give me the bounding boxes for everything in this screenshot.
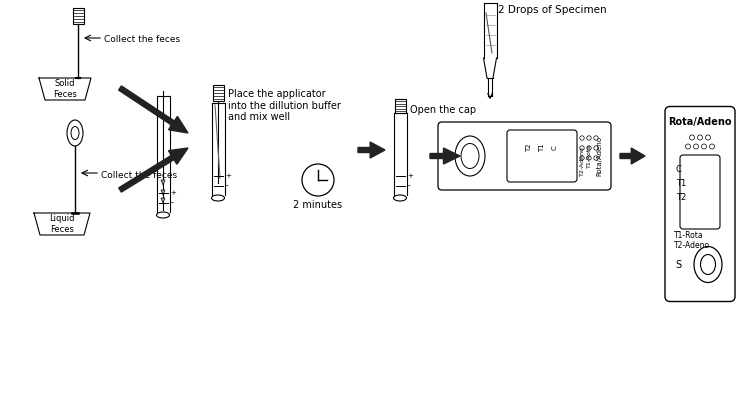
Text: -: -	[226, 182, 228, 191]
Text: Rota/Adeno: Rota/Adeno	[596, 136, 602, 176]
Polygon shape	[358, 142, 385, 158]
Text: T2-Adeno: T2-Adeno	[674, 242, 710, 251]
Polygon shape	[39, 78, 91, 100]
Polygon shape	[394, 113, 406, 195]
Text: T2-Adeno: T2-Adeno	[580, 146, 584, 176]
Text: +: +	[226, 173, 231, 179]
Circle shape	[689, 135, 694, 140]
Text: Place the applicator
into the dillution buffer
and mix well: Place the applicator into the dillution …	[228, 89, 340, 122]
Circle shape	[302, 164, 334, 196]
Circle shape	[580, 146, 584, 150]
Text: C: C	[552, 146, 558, 151]
Circle shape	[594, 136, 598, 140]
Polygon shape	[161, 190, 165, 195]
Text: 2 minutes: 2 minutes	[293, 200, 343, 210]
FancyBboxPatch shape	[665, 106, 735, 302]
Polygon shape	[157, 96, 170, 212]
Circle shape	[698, 135, 703, 140]
Circle shape	[694, 144, 698, 149]
Text: C: C	[676, 166, 682, 175]
Text: S: S	[675, 259, 681, 270]
Text: Collect the feces: Collect the feces	[101, 171, 177, 180]
Circle shape	[594, 156, 598, 160]
Ellipse shape	[211, 195, 224, 201]
Circle shape	[586, 156, 591, 160]
Polygon shape	[620, 148, 645, 164]
Text: Liquid
Feces: Liquid Feces	[50, 214, 75, 234]
Text: Solid
Feces: Solid Feces	[53, 79, 77, 99]
Bar	[394, 99, 406, 113]
Ellipse shape	[461, 144, 479, 169]
Circle shape	[706, 135, 710, 140]
Text: T2: T2	[676, 193, 686, 202]
Polygon shape	[118, 148, 188, 192]
Circle shape	[580, 136, 584, 140]
Bar	[73, 8, 83, 24]
FancyBboxPatch shape	[680, 155, 720, 229]
Circle shape	[594, 146, 598, 150]
Text: -: -	[407, 182, 410, 191]
Text: T1-Rota: T1-Rota	[674, 231, 704, 240]
Circle shape	[586, 146, 591, 150]
Text: T1-Rota: T1-Rota	[586, 144, 592, 168]
FancyBboxPatch shape	[507, 130, 577, 182]
Ellipse shape	[394, 195, 406, 201]
Circle shape	[580, 156, 584, 160]
Text: Rota/Adeno: Rota/Adeno	[668, 118, 732, 127]
Polygon shape	[161, 198, 165, 203]
Text: Open the cap: Open the cap	[410, 105, 476, 115]
Text: +: +	[170, 190, 176, 196]
Text: 2 Drops of Specimen: 2 Drops of Specimen	[498, 5, 607, 15]
Text: -: -	[170, 199, 173, 208]
Polygon shape	[430, 148, 460, 164]
Circle shape	[686, 144, 691, 149]
Circle shape	[586, 136, 591, 140]
Text: +: +	[407, 173, 413, 179]
Text: Collect the feces: Collect the feces	[104, 35, 180, 44]
Ellipse shape	[71, 126, 79, 140]
Text: T1: T1	[676, 180, 686, 188]
Ellipse shape	[67, 120, 83, 146]
Ellipse shape	[157, 212, 170, 218]
Text: T1: T1	[539, 144, 545, 152]
Ellipse shape	[455, 136, 485, 176]
Bar	[212, 85, 223, 101]
Ellipse shape	[694, 246, 722, 282]
Polygon shape	[118, 86, 188, 133]
FancyBboxPatch shape	[438, 122, 611, 190]
Text: T2: T2	[526, 144, 532, 152]
Polygon shape	[161, 180, 165, 185]
Circle shape	[710, 144, 715, 149]
Ellipse shape	[700, 255, 715, 275]
Circle shape	[701, 144, 706, 149]
Polygon shape	[211, 103, 224, 195]
Polygon shape	[34, 213, 90, 235]
